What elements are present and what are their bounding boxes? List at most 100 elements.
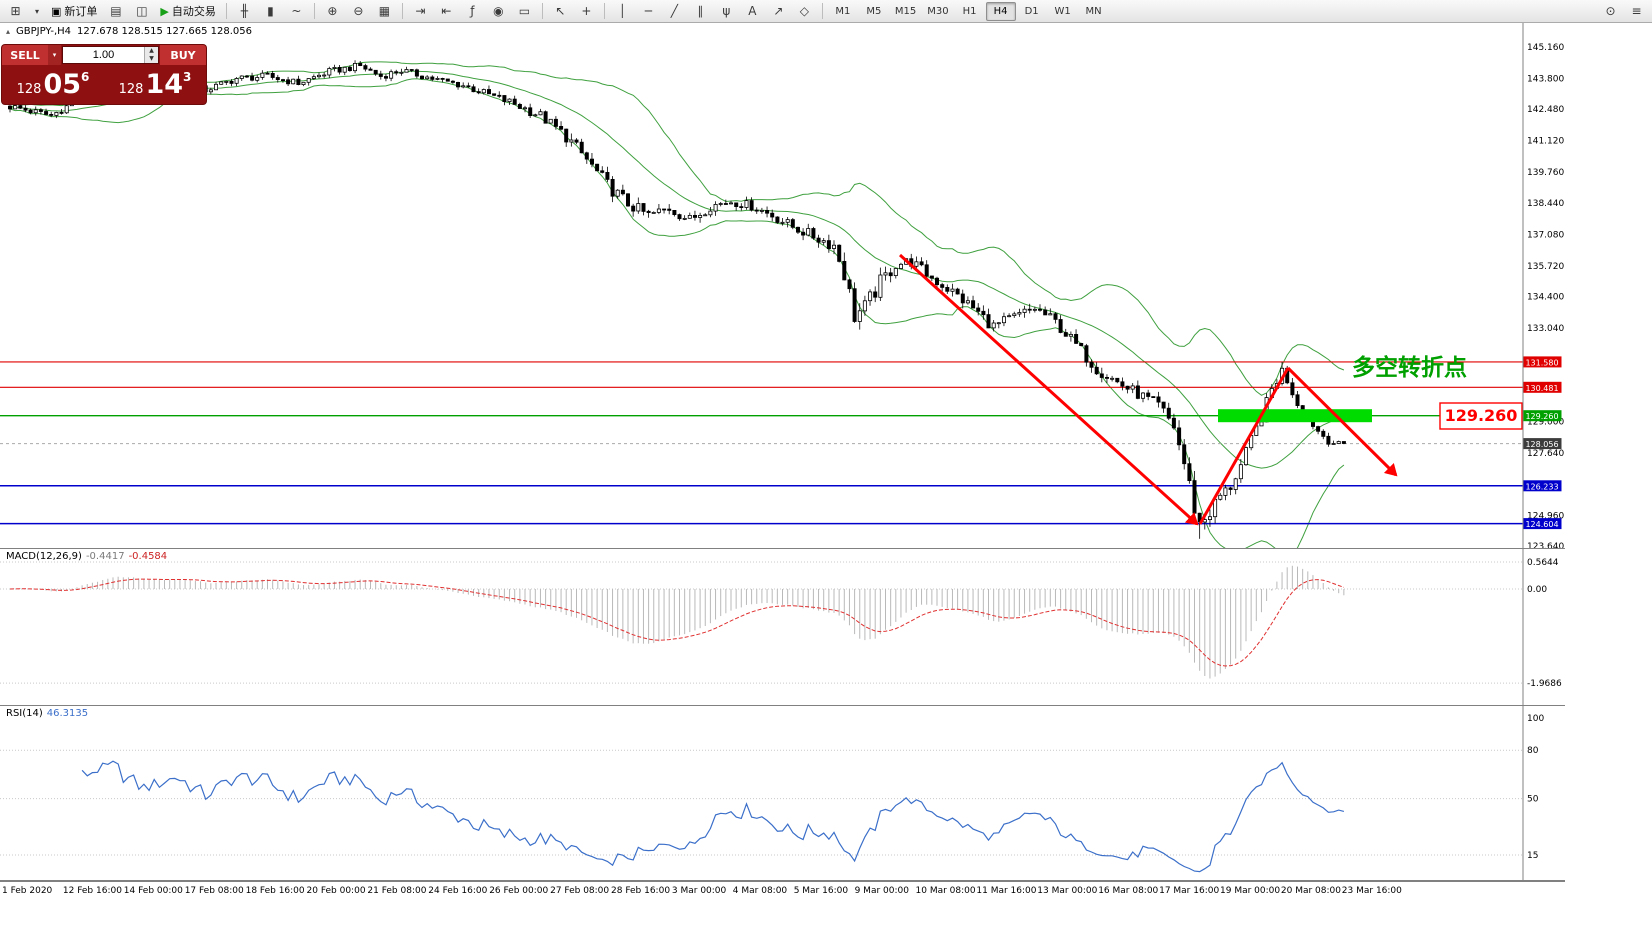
- time-axis-label: 11 Mar 16:00: [976, 886, 1037, 896]
- horizontal-line-button[interactable]: ─: [644, 4, 652, 18]
- toolbar-separator: [401, 3, 403, 19]
- timeframe-button-mn[interactable]: MN: [1085, 5, 1102, 17]
- svg-text:131.580: 131.580: [1525, 358, 1558, 367]
- turning-point-annotation[interactable]: 多空转折点: [1352, 354, 1467, 381]
- highlight-box[interactable]: [1218, 409, 1372, 423]
- time-axis-label: 5 Mar 16:00: [793, 886, 849, 896]
- toolbar-separator: [821, 3, 823, 19]
- buy-button[interactable]: BUY: [160, 45, 206, 65]
- timeframe-button-m5[interactable]: M5: [866, 5, 882, 17]
- periods-button[interactable]: ◉: [493, 4, 504, 18]
- time-axis-label: 10 Mar 08:00: [915, 886, 976, 896]
- svg-text:126.233: 126.233: [1525, 482, 1558, 491]
- svg-text:80: 80: [1527, 746, 1539, 756]
- time-axis-label: 23 Mar 16:00: [1341, 886, 1402, 896]
- timeframe-button-d1[interactable]: D1: [1024, 5, 1039, 17]
- time-axis-label: 17 Mar 16:00: [1159, 886, 1220, 896]
- time-axis-label: 1 Feb 2020: [2, 886, 53, 896]
- profiles-button[interactable]: ▤: [110, 4, 122, 18]
- down-arrow-2: [1286, 366, 1398, 477]
- svg-text:124.604: 124.604: [1525, 520, 1558, 529]
- zoom-out-button[interactable]: ⊖: [353, 4, 364, 18]
- fibonacci-button[interactable]: ψ: [722, 4, 731, 18]
- timeframe-button-m15[interactable]: M15: [894, 5, 917, 17]
- toolbar: ⊞ ▾ ▣ 新订单 ▤ ◫ ▶ 自动交易 ╫ ▮ ~ ⊕ ⊖ ▦ ⇥ ⇤ ƒ ◉ ▭ ↖ + │ ─ ╱ ∥ ψ A ↗ ◇ M1 M5 M1…: [0, 0, 1652, 23]
- rsi-label: RSI(14) 46.3135: [6, 708, 89, 719]
- sell-price-display[interactable]: 128 05 6: [16, 69, 90, 100]
- timeframe-button-w1[interactable]: W1: [1054, 5, 1071, 17]
- time-axis[interactable]: 1 Feb 2020 12 Feb 16:00 14 Feb 00:00 17 Feb…: [0, 881, 1565, 900]
- svg-text:129.260: 129.260: [1445, 406, 1518, 425]
- search-button[interactable]: ⊙: [1605, 4, 1616, 18]
- svg-text:129.260: 129.260: [1525, 412, 1558, 421]
- zoom-in-button[interactable]: ⊕: [327, 4, 338, 18]
- cursor-button[interactable]: ↖: [555, 4, 566, 18]
- chart-title: ▴ GBPJPY-,H4 127.678 128.515 127.665 128…: [6, 26, 252, 37]
- time-axis-label: 24 Feb 16:00: [428, 886, 488, 896]
- time-axis-label: 3 Mar 00:00: [671, 886, 727, 896]
- tile-windows-button[interactable]: ▦: [378, 4, 391, 18]
- new-order-button[interactable]: ▣ 新订单: [46, 1, 102, 22]
- text-tool-button[interactable]: A: [748, 4, 757, 18]
- arrows-tool-button[interactable]: ↗: [773, 4, 784, 18]
- time-axis-label: 12 Feb 16:00: [62, 886, 122, 896]
- vertical-line-button[interactable]: │: [618, 4, 626, 18]
- svg-text:142.480: 142.480: [1527, 105, 1564, 115]
- line-chart-button[interactable]: ~: [291, 4, 302, 18]
- time-axis-label: 28 Feb 16:00: [611, 886, 671, 896]
- svg-text:143.800: 143.800: [1527, 75, 1564, 85]
- svg-text:15: 15: [1527, 851, 1538, 861]
- time-axis-label: 26 Feb 00:00: [489, 886, 549, 896]
- bollinger-bands: [9, 61, 1345, 549]
- collapse-icon[interactable]: ▴: [6, 27, 11, 36]
- crosshair-button[interactable]: +: [581, 4, 592, 18]
- price-axis[interactable]: 145.160 143.800 142.480 141.120 139.760 138.4…: [1522, 23, 1564, 549]
- bar-chart-button[interactable]: ╫: [240, 4, 248, 18]
- charts-grid-button[interactable]: ◫: [136, 4, 148, 18]
- up-line: [1198, 367, 1290, 525]
- lot-decrease-button[interactable]: ▼: [145, 55, 158, 63]
- chart-dropdown-button[interactable]: ▾: [34, 6, 39, 16]
- svg-text:130.481: 130.481: [1525, 384, 1558, 393]
- timeframe-button-h1[interactable]: H1: [962, 5, 977, 17]
- channel-button[interactable]: ∥: [697, 4, 704, 18]
- new-chart-button[interactable]: ⊞: [10, 4, 21, 18]
- indicators-button[interactable]: ƒ: [470, 4, 475, 18]
- new-order-button-label: 新订单: [64, 5, 98, 18]
- lot-size-input[interactable]: [63, 47, 144, 63]
- buy-price-display[interactable]: 128 14 3: [118, 69, 192, 100]
- svg-text:124.960: 124.960: [1527, 511, 1564, 521]
- price-callout[interactable]: 129.260: [1439, 402, 1523, 430]
- autotrading-button-icon: ▶: [160, 4, 169, 18]
- auto-scroll-button[interactable]: ⇥: [415, 4, 426, 18]
- toolbar-separator: [313, 3, 315, 19]
- time-axis-label: 13 Mar 00:00: [1037, 886, 1098, 896]
- menu-button[interactable]: ≡: [1631, 4, 1642, 18]
- timeframe-button-m30[interactable]: M30: [927, 5, 949, 17]
- timeframe-button-h4[interactable]: H4: [985, 1, 1016, 21]
- macd-panel[interactable]: 0.5644 0.00 -1.9686: [0, 549, 1565, 706]
- svg-text:0.00: 0.00: [1527, 585, 1547, 595]
- rsi-panel[interactable]: 100 80 50 15: [0, 706, 1565, 881]
- svg-text:127.640: 127.640: [1527, 449, 1564, 459]
- candlesticks: [7, 60, 1346, 539]
- sell-button[interactable]: SELL: [2, 45, 48, 65]
- horizontal-level-lines[interactable]: [0, 361, 1523, 525]
- timeframe-button-m1[interactable]: M1: [835, 5, 851, 17]
- svg-text:100: 100: [1527, 714, 1544, 724]
- chart-shift-button[interactable]: ⇤: [441, 4, 452, 18]
- time-axis-label: 18 Feb 16:00: [245, 886, 305, 896]
- lot-increase-button[interactable]: ▲: [145, 47, 158, 55]
- sell-dropdown-icon[interactable]: ▾: [48, 45, 61, 65]
- candlestick-chart-button[interactable]: ▮: [267, 4, 274, 18]
- down-arrow-1: [898, 253, 1199, 526]
- trendline-button[interactable]: ╱: [670, 4, 678, 18]
- trend-arrows[interactable]: [898, 253, 1398, 526]
- templates-button[interactable]: ▭: [518, 4, 531, 18]
- price-chart[interactable]: 多空转折点 129.260 145.160 143.800 142.480 141.120…: [0, 23, 1565, 549]
- autotrading-button[interactable]: ▶ 自动交易: [155, 1, 220, 22]
- macd-signal-line: [9, 578, 1345, 667]
- svg-text:137.080: 137.080: [1527, 230, 1564, 240]
- shapes-tool-button[interactable]: ◇: [799, 4, 809, 18]
